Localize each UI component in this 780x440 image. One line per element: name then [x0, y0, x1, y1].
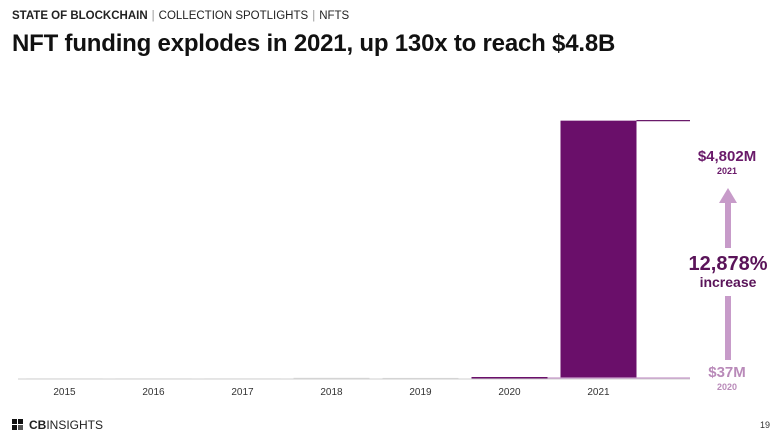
page-number: 19: [759, 420, 770, 430]
top-year-label: 2021: [717, 166, 737, 176]
cb-insights-wordmark: CBINSIGHTS: [29, 418, 104, 432]
x-tick-label-2020: 2020: [498, 387, 521, 398]
cb-insights-logo: CBINSIGHTS: [12, 418, 103, 432]
increase-text-label: increase: [700, 274, 757, 290]
x-tick-label-2016: 2016: [142, 387, 165, 398]
breadcrumb-report: STATE OF BLOCKCHAIN: [12, 10, 148, 22]
bar-2020: [471, 377, 548, 379]
arrow-up-head: [719, 188, 737, 203]
bottom-year-label: 2020: [717, 382, 737, 392]
bottom-value-label: $37M: [708, 364, 746, 381]
increase-arrow: [719, 188, 737, 360]
bar-2019: [382, 377, 459, 379]
increase-percent-label: 12,878%: [689, 253, 768, 275]
breadcrumb-topic: NFTS: [319, 10, 350, 22]
top-value-label: $4,802M: [698, 148, 756, 165]
x-tick-label-2017: 2017: [231, 387, 254, 398]
breadcrumb-section: COLLECTION SPOTLIGHTS: [158, 10, 309, 22]
chart-title: NFT funding explodes in 2021, up 130x to…: [12, 30, 616, 57]
x-tick-label-2019: 2019: [409, 387, 432, 398]
cb-insights-logo-icon: [12, 419, 26, 431]
breadcrumb-separator: |: [151, 10, 155, 22]
bar-2021: [560, 120, 637, 379]
x-tick-label-2018: 2018: [320, 387, 343, 398]
bar-2018: [293, 377, 370, 379]
x-tick-label-2015: 2015: [53, 387, 76, 398]
x-tick-label-2021: 2021: [587, 387, 610, 398]
breadcrumb: STATE OF BLOCKCHAIN | COLLECTION SPOTLIGHT…: [12, 10, 349, 22]
breadcrumb-separator: |: [312, 10, 316, 22]
